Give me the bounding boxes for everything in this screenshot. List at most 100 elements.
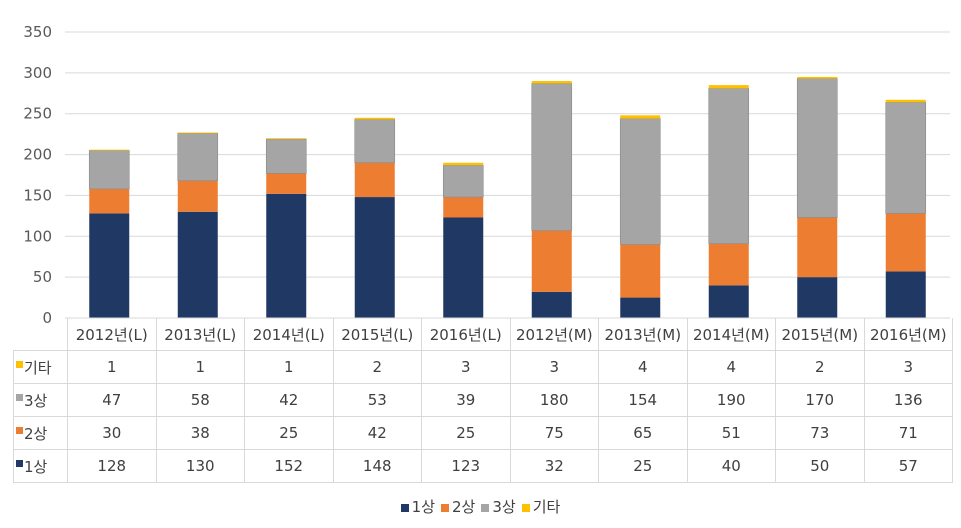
- data-label: 1: [67, 350, 157, 384]
- bar-기타-2013년(M): [620, 115, 661, 119]
- data-label: 3: [421, 350, 511, 384]
- bar-기타-2016년(L): [443, 162, 484, 166]
- data-label: 75: [509, 416, 599, 450]
- table-row: 기타 1 1 1 2 3 3 4 4 2 3: [13, 350, 953, 384]
- bar-3상-2014년(L): [265, 138, 307, 174]
- bar-3상-2014년(M): [708, 88, 750, 244]
- data-label: 130: [155, 449, 245, 483]
- legend-label: 1상: [411, 498, 436, 516]
- bar-2상-2014년(L): [266, 173, 307, 194]
- data-label: 136: [863, 383, 953, 417]
- data-label: 1: [155, 350, 245, 384]
- data-label: 25: [244, 416, 334, 450]
- x-category-label: 2016년(L): [421, 318, 511, 351]
- series-swatch-icon: [16, 426, 23, 434]
- x-category-label: 2016년(M): [863, 318, 953, 351]
- data-label: 154: [598, 383, 688, 417]
- row-label: 2상: [13, 416, 68, 450]
- legend-label: 2상: [452, 498, 476, 516]
- legend-item: 기타: [521, 498, 561, 516]
- data-label: 2: [332, 350, 422, 384]
- x-category-label: 2014년(L): [244, 318, 334, 351]
- legend: 1상 2상 3상 기타: [0, 496, 961, 517]
- bar-기타-2016년(M): [885, 99, 926, 103]
- legend-item: 2상: [441, 498, 475, 516]
- y-tick-label: 50: [33, 268, 52, 286]
- data-label: 51: [686, 416, 776, 450]
- table-corner: [13, 318, 68, 351]
- x-category-label: 2012년(M): [509, 318, 599, 351]
- bar-2상-2013년(L): [177, 180, 218, 212]
- data-label: 71: [863, 416, 953, 450]
- bar-3상-2013년(M): [619, 118, 661, 245]
- bar-기타-2012년(L): [89, 149, 130, 151]
- y-tick-label: 250: [23, 105, 52, 123]
- data-label: 42: [244, 383, 334, 417]
- bar-3상-2012년(L): [88, 150, 130, 190]
- table-row: 2상 30 38 25 42 25 75 65 51 73 71: [13, 416, 953, 450]
- data-label: 4: [686, 350, 776, 384]
- bar-3상-2015년(M): [796, 78, 838, 218]
- bar-기타-2015년(L): [354, 117, 395, 120]
- data-label: 53: [332, 383, 422, 417]
- bar-1상-2013년(M): [620, 297, 661, 318]
- bar-2상-2015년(L): [354, 162, 395, 198]
- bar-기타-2015년(M): [797, 76, 838, 79]
- data-table: 2012년(L) 2013년(L) 2014년(L) 2015년(L) 2016년(L)…: [13, 318, 953, 483]
- bar-기타-2014년(L): [266, 138, 307, 140]
- data-label: 57: [863, 449, 953, 483]
- legend-swatch-icon: [400, 504, 409, 512]
- data-label: 25: [598, 449, 688, 483]
- series-name: 2상: [24, 424, 48, 443]
- legend-item: 1상: [400, 498, 436, 516]
- bar-3상-2013년(L): [177, 133, 219, 182]
- data-label: 1: [244, 350, 334, 384]
- row-label: 기타: [13, 350, 68, 384]
- x-category-label: 2015년(L): [332, 318, 422, 351]
- series-swatch-icon: [16, 459, 23, 467]
- legend-swatch-icon: [441, 504, 450, 512]
- bar-기타-2013년(L): [177, 132, 218, 134]
- legend-swatch-icon: [481, 504, 490, 512]
- bar-2상-2012년(L): [89, 188, 130, 214]
- bar-1상-2016년(L): [443, 217, 484, 318]
- data-label: 58: [155, 383, 245, 417]
- bar-1상-2015년(L): [354, 197, 395, 318]
- series-name: 기타: [24, 358, 52, 377]
- data-label: 180: [509, 383, 599, 417]
- x-category-label: 2013년(L): [155, 318, 245, 351]
- data-label: 3: [863, 350, 953, 384]
- bar-2상-2015년(M): [797, 217, 838, 278]
- data-label: 123: [421, 449, 511, 483]
- x-category-label: 2012년(L): [67, 318, 157, 351]
- data-label: 128: [67, 449, 157, 483]
- data-label: 148: [332, 449, 422, 483]
- bar-기타-2012년(M): [531, 81, 572, 84]
- data-label: 152: [244, 449, 334, 483]
- bar-3상-2016년(M): [885, 101, 927, 214]
- bar-2상-2016년(M): [885, 213, 926, 272]
- legend-label: 기타: [532, 498, 561, 516]
- legend-item: 3상: [481, 498, 516, 516]
- data-label: 47: [67, 383, 157, 417]
- bar-2상-2013년(M): [620, 244, 661, 298]
- data-label: 73: [775, 416, 865, 450]
- legend-label: 3상: [492, 498, 516, 516]
- bar-1상-2015년(M): [797, 277, 838, 318]
- table-row: 1상 128 130 152 148 123 32 25 40 50 57: [13, 449, 953, 483]
- row-label: 3상: [13, 383, 68, 417]
- bar-2상-2016년(L): [443, 197, 484, 218]
- data-label: 65: [598, 416, 688, 450]
- x-category-label: 2013년(M): [598, 318, 688, 351]
- data-label: 2: [775, 350, 865, 384]
- bar-3상-2012년(M): [531, 83, 573, 231]
- data-label: 3: [509, 350, 599, 384]
- y-tick-label: 100: [23, 227, 52, 245]
- bar-기타-2014년(M): [708, 85, 749, 89]
- bar-1상-2014년(L): [266, 193, 307, 318]
- data-label: 42: [332, 416, 422, 450]
- data-label: 38: [155, 416, 245, 450]
- data-label: 25: [421, 416, 511, 450]
